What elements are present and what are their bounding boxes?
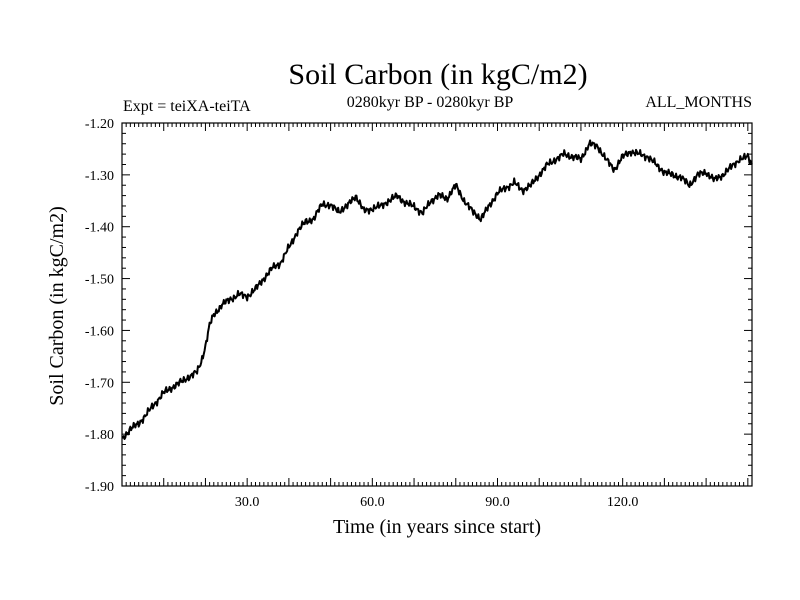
x-tick-label: 30.0 [235, 495, 260, 510]
y-tick-label: -1.50 [85, 273, 114, 288]
y-tick-label: -1.70 [85, 376, 114, 391]
chart-title: Soil Carbon (in kgC/m2) [288, 58, 587, 91]
y-tick-label: -1.30 [85, 169, 114, 184]
y-axis-label: Soil Carbon (in kgC/m2) [46, 206, 68, 405]
axis-ticks: 30.0 60.0 90.0 120.0 -1.20 -1.30 -1.40 -1.50 -1.… [85, 117, 752, 510]
y-tick-label: -1.40 [85, 221, 114, 236]
months-label: ALL_MONTHS [645, 94, 752, 111]
y-tick-label: -1.20 [85, 117, 114, 132]
experiment-label: Expt = teiXA-teiTA [123, 98, 251, 115]
series-line [121, 139, 753, 440]
x-tick-label: 60.0 [360, 495, 385, 510]
x-tick-label: 90.0 [485, 495, 510, 510]
y-tick-label: -1.90 [85, 480, 114, 495]
x-tick-label: 120.0 [607, 495, 639, 510]
y-tick-label: -1.80 [85, 428, 114, 443]
plot-frame [121, 122, 753, 487]
period-label: 0280kyr BP - 0280kyr BP [347, 94, 514, 111]
x-axis-label: Time (in years since start) [333, 516, 541, 538]
y-tick-label: -1.60 [85, 324, 114, 339]
series-layer [121, 139, 753, 440]
